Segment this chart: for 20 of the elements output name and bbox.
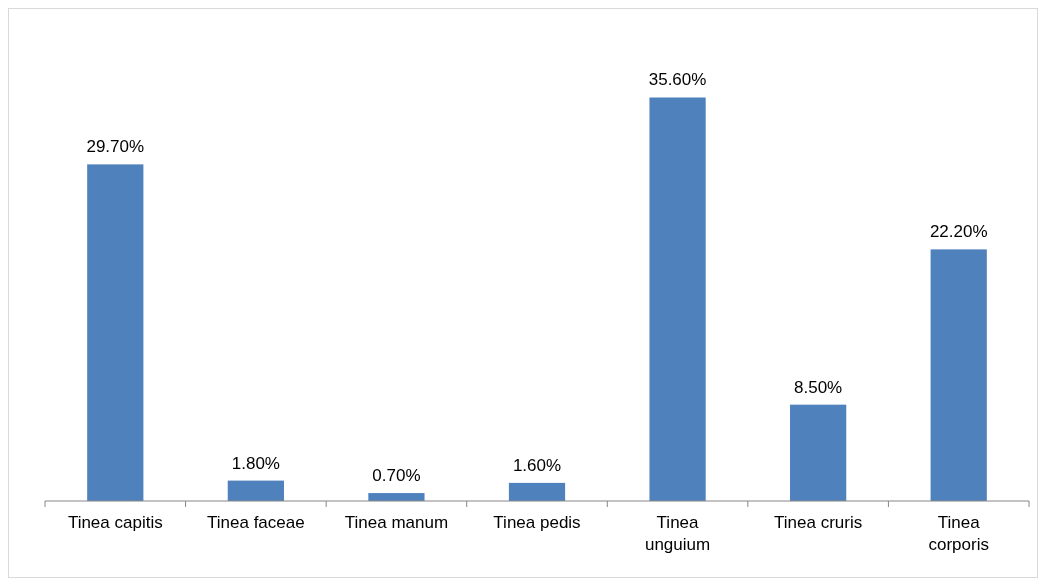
bar — [649, 97, 706, 501]
bar — [227, 480, 284, 501]
x-tick-label: Tinea manum — [344, 513, 449, 532]
data-label: 1.80% — [231, 453, 280, 473]
data-label: 8.50% — [794, 377, 843, 397]
data-label: 22.20% — [929, 222, 988, 242]
data-label: 1.60% — [512, 455, 562, 475]
x-tick-label: Tinea pedis — [493, 513, 581, 532]
data-label: 35.60% — [648, 70, 707, 90]
bar — [790, 404, 847, 501]
x-tick-label: Tinea capitis — [67, 513, 163, 532]
bar — [930, 249, 987, 501]
bar — [508, 482, 566, 501]
x-tick-label: Tinea corporis — [928, 513, 989, 555]
data-label: 29.70% — [86, 137, 145, 157]
bar — [87, 164, 144, 501]
x-tick-label: Tinea cruris — [774, 513, 863, 532]
x-tick-label: Tinea faceae — [207, 513, 305, 532]
x-tick-label: Tinea unguium — [644, 513, 711, 555]
data-label: 0.70% — [372, 466, 421, 486]
